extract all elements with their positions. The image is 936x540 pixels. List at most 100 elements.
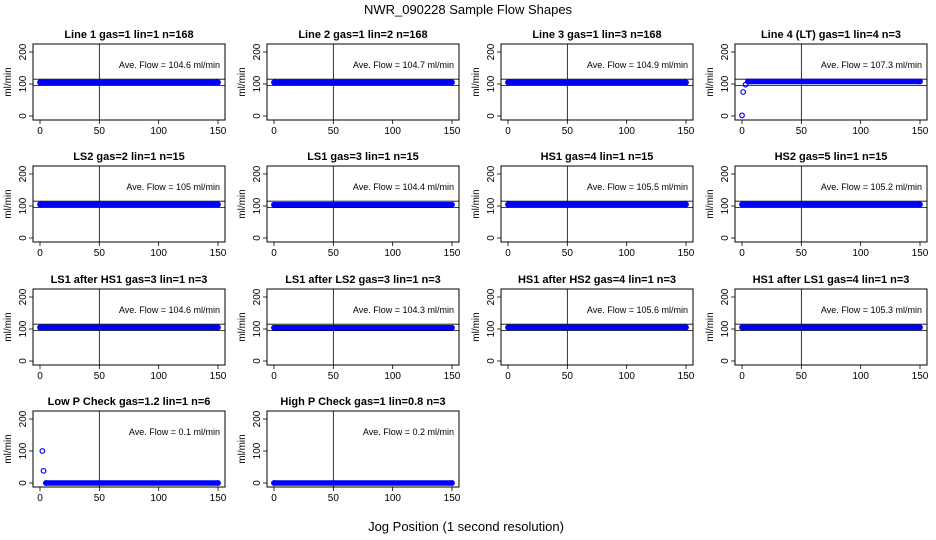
y-tick-label: 100 <box>720 197 731 214</box>
panel-9: LS1 after HS1 gas=3 lin=1 n=3 Ave. Flow =… <box>3 274 227 382</box>
y-tick-label: 0 <box>252 358 263 364</box>
plot-frame <box>32 410 226 488</box>
data-point <box>39 448 46 454</box>
data-point <box>740 89 747 95</box>
average-flow-annotation: Ave. Flow = 104.3 ml/min <box>353 305 454 315</box>
x-tick-label: 150 <box>444 371 461 382</box>
average-flow-annotation: Ave. Flow = 104.9 ml/min <box>587 60 688 70</box>
y-tick-label: 200 <box>720 288 731 305</box>
x-tick-label: 0 <box>37 493 43 504</box>
x-tick-label: 0 <box>37 371 43 382</box>
plot-frame <box>266 410 460 488</box>
plot-frame <box>32 288 226 366</box>
panel-title: Line 4 (LT) gas=1 lin=4 n=3 <box>761 29 901 41</box>
y-tick-label: 200 <box>486 43 497 60</box>
x-tick-label: 0 <box>271 126 277 137</box>
y-tick-label: 0 <box>486 358 497 364</box>
y-tick-label: 0 <box>720 235 731 241</box>
y-tick-label: 200 <box>720 43 731 60</box>
x-tick-label: 0 <box>505 248 511 259</box>
panel-title: LS1 after HS1 gas=3 lin=1 n=3 <box>51 274 208 286</box>
x-tick-label: 0 <box>739 126 745 137</box>
plot-frame <box>266 288 460 366</box>
y-axis-label: ml/min <box>237 189 248 218</box>
y-tick-label: 0 <box>252 113 263 119</box>
panel-7: HS1 gas=4 lin=1 n=15 Ave. Flow = 105.5 ml… <box>471 151 695 259</box>
x-tick-label: 0 <box>271 493 277 504</box>
panel-title: HS1 after LS1 gas=4 lin=1 n=3 <box>753 274 910 286</box>
y-axis-label: ml/min <box>3 434 14 463</box>
y-tick-label: 100 <box>252 320 263 337</box>
panel-title: HS1 after HS2 gas=4 lin=1 n=3 <box>518 274 676 286</box>
panel-title: High P Check gas=1 lin=0.8 n=3 <box>280 396 445 408</box>
x-tick-label: 100 <box>618 248 635 259</box>
average-flow-annotation: Ave. Flow = 105.3 ml/min <box>821 305 922 315</box>
x-tick-label: 150 <box>210 126 227 137</box>
panel-4: Line 4 (LT) gas=1 lin=4 n=3 Ave. Flow = 1… <box>705 29 929 137</box>
x-tick-label: 100 <box>150 493 167 504</box>
y-tick-label: 200 <box>720 165 731 182</box>
average-flow-annotation: Ave. Flow = 104.6 ml/min <box>119 60 220 70</box>
panel-3: Line 3 gas=1 lin=3 n=168 Ave. Flow = 104.… <box>471 29 695 137</box>
y-tick-label: 200 <box>252 43 263 60</box>
data-point <box>739 112 745 119</box>
x-tick-label: 100 <box>150 248 167 259</box>
panel-10: LS1 after LS2 gas=3 lin=1 n=3 Ave. Flow =… <box>237 274 461 382</box>
panel-11: HS1 after HS2 gas=4 lin=1 n=3 Ave. Flow =… <box>471 274 695 382</box>
x-tick-label: 100 <box>852 371 869 382</box>
y-axis-label: ml/min <box>471 67 482 96</box>
x-tick-label: 150 <box>444 493 461 504</box>
x-tick-label: 150 <box>210 493 227 504</box>
y-tick-label: 100 <box>18 320 29 337</box>
x-tick-label: 150 <box>678 371 695 382</box>
x-tick-label: 50 <box>328 126 340 137</box>
y-tick-label: 0 <box>486 235 497 241</box>
x-tick-label: 0 <box>739 371 745 382</box>
y-axis-label: ml/min <box>237 67 248 96</box>
panel-5: LS2 gas=2 lin=1 n=15 Ave. Flow = 105 ml/m… <box>3 151 227 259</box>
y-tick-label: 0 <box>18 480 29 486</box>
plot-frame <box>734 288 928 366</box>
panel-title: HS2 gas=5 lin=1 n=15 <box>775 151 888 163</box>
average-flow-annotation: Ave. Flow = 104.6 ml/min <box>119 305 220 315</box>
panel-12: HS1 after LS1 gas=4 lin=1 n=3 Ave. Flow =… <box>705 274 929 382</box>
plot-frame <box>266 165 460 243</box>
average-flow-annotation: Ave. Flow = 105.6 ml/min <box>587 305 688 315</box>
x-tick-label: 150 <box>210 371 227 382</box>
panel-title: Line 2 gas=1 lin=2 n=168 <box>298 29 427 41</box>
plot-frame <box>500 165 694 243</box>
y-tick-label: 100 <box>252 75 263 92</box>
x-tick-label: 150 <box>678 126 695 137</box>
x-tick-label: 150 <box>210 248 227 259</box>
plot-frame <box>32 165 226 243</box>
panel-8: HS2 gas=5 lin=1 n=15 Ave. Flow = 105.2 ml… <box>705 151 929 259</box>
x-tick-label: 100 <box>150 126 167 137</box>
y-tick-label: 0 <box>18 358 29 364</box>
y-tick-label: 100 <box>252 442 263 459</box>
y-axis-label: ml/min <box>471 312 482 341</box>
x-tick-label: 0 <box>739 248 745 259</box>
panel-title: Line 1 gas=1 lin=1 n=168 <box>64 29 193 41</box>
y-axis-label: ml/min <box>705 189 716 218</box>
x-tick-label: 50 <box>94 371 106 382</box>
panel-6: LS1 gas=3 lin=1 n=15 Ave. Flow = 104.4 ml… <box>237 151 461 259</box>
x-tick-label: 100 <box>852 126 869 137</box>
y-axis-label: ml/min <box>705 67 716 96</box>
y-tick-label: 100 <box>252 197 263 214</box>
panel-1: Line 1 gas=1 lin=1 n=168 Ave. Flow = 104.… <box>3 29 227 137</box>
x-tick-label: 100 <box>852 248 869 259</box>
x-tick-label: 0 <box>271 248 277 259</box>
x-tick-label: 50 <box>796 371 808 382</box>
plot-frame <box>734 165 928 243</box>
panel-title: LS1 after LS2 gas=3 lin=1 n=3 <box>285 274 441 286</box>
x-tick-label: 100 <box>618 126 635 137</box>
panel-title: LS2 gas=2 lin=1 n=15 <box>73 151 185 163</box>
x-tick-label: 50 <box>562 126 574 137</box>
x-tick-label: 50 <box>94 126 106 137</box>
y-tick-label: 200 <box>18 410 29 427</box>
x-tick-label: 50 <box>328 248 340 259</box>
panel-2: Line 2 gas=1 lin=2 n=168 Ave. Flow = 104.… <box>237 29 461 137</box>
x-tick-label: 150 <box>444 126 461 137</box>
x-tick-label: 0 <box>271 371 277 382</box>
